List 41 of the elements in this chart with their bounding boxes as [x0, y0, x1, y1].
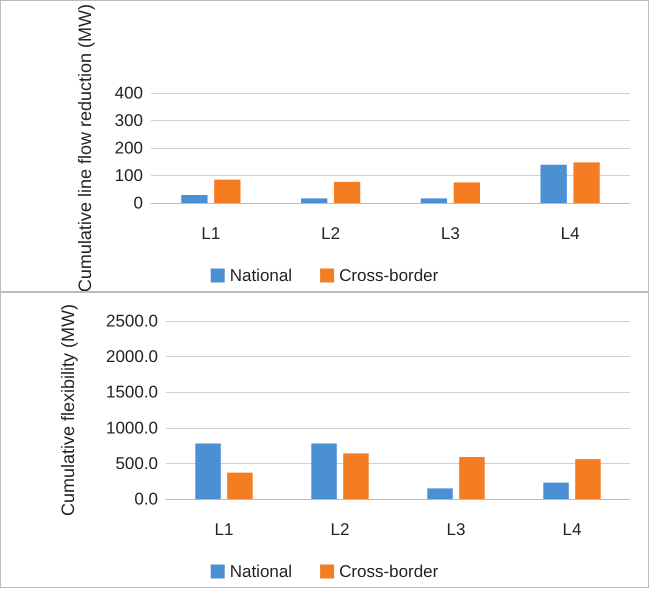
bar: [454, 182, 480, 203]
bar: [427, 488, 453, 499]
bar: [573, 162, 600, 203]
bar: [300, 198, 328, 203]
y-axis-title: Cumulative line flow reduction (MW): [75, 4, 95, 292]
bar: [181, 195, 208, 203]
y-tick-label: 1500.0: [106, 382, 158, 402]
y-tick-label: 300: [114, 111, 143, 130]
y-tick-label: 2000.0: [106, 347, 158, 366]
y-tick-label: 2500.0: [106, 312, 158, 330]
bar: [543, 482, 569, 499]
y-tick-label: 0: [134, 194, 143, 212]
bar: [195, 443, 221, 499]
x-tick-label: L4: [562, 520, 582, 539]
y-tick-label: 500.0: [115, 454, 158, 473]
legend-label: National: [230, 266, 292, 285]
x-tick-label: L4: [560, 224, 580, 243]
x-tick-label: L2: [321, 224, 340, 243]
y-axis-title: Cumulative flexibility (MW): [58, 304, 78, 516]
x-tick-label: L2: [330, 520, 350, 539]
bar: [343, 453, 369, 499]
y-tick-label: 200: [114, 138, 143, 158]
x-tick-label: L3: [440, 224, 460, 243]
y-tick-label: 1000.0: [106, 418, 158, 438]
y-tick-label: 100: [114, 166, 143, 186]
bar: [227, 472, 253, 499]
x-tick-label: L3: [446, 520, 466, 539]
legend-label: National: [230, 562, 292, 581]
bar: [575, 459, 601, 499]
y-tick-label: 400: [114, 84, 143, 103]
bar: [334, 182, 360, 203]
bar: [311, 443, 337, 499]
legend-label: Cross-border: [339, 562, 439, 581]
x-tick-label: L1: [214, 520, 234, 539]
legend-label: Cross-border: [339, 266, 439, 285]
bar: [420, 198, 448, 203]
x-tick-label: L1: [201, 224, 220, 243]
bar: [459, 456, 485, 499]
bar: [540, 164, 567, 203]
y-tick-label: 0.0: [134, 490, 158, 508]
bar: [214, 180, 241, 203]
